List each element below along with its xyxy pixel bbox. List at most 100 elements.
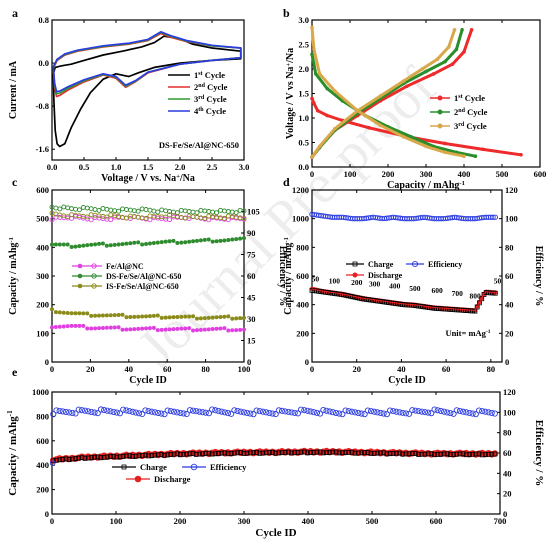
efficiency-point [377, 409, 384, 416]
capacity-point [171, 327, 176, 332]
legend-marker-c [77, 273, 83, 279]
efficiency-point [367, 408, 375, 415]
discharge-point [424, 144, 428, 149]
charge-point [247, 450, 253, 456]
efficiency-point [56, 407, 63, 414]
legend-marker-b [437, 109, 443, 115]
y-tick-label: 3.0 [298, 15, 309, 25]
capacity-point [57, 310, 62, 315]
capacity-point [140, 326, 145, 331]
charge-point [117, 454, 123, 460]
efficiency-point [123, 407, 130, 414]
capacity-point [49, 325, 54, 330]
charge-point [95, 454, 101, 460]
capacity-point [89, 326, 94, 331]
legend-marker-b [437, 123, 443, 129]
efficiency-point [136, 410, 143, 417]
x-tick-label: 0 [310, 364, 314, 374]
capacity-point [210, 327, 215, 332]
x-tick-label: 20 [352, 364, 361, 374]
y-axis-title-d: Capacity / mAhg-1 [283, 237, 295, 315]
efficiency-point [84, 214, 90, 220]
x-tick-label: 300 [238, 516, 251, 526]
efficiency-point [282, 408, 289, 415]
capacity-point [116, 312, 121, 317]
capacity-point [159, 315, 164, 320]
capacity-point [132, 314, 137, 319]
charge-point [438, 451, 444, 457]
efficiency-point [225, 209, 231, 214]
efficiency-point [390, 408, 397, 415]
charge-point [476, 451, 482, 457]
charge-point [162, 452, 167, 458]
efficiency-point [291, 409, 298, 416]
efficiency-point [444, 409, 451, 416]
discharge-point [312, 101, 316, 106]
efficiency-point [259, 408, 267, 415]
y-tick-label-right: 120 [505, 185, 518, 195]
legend-marker-d [411, 260, 419, 268]
capacity-point [69, 245, 74, 250]
y-tick-label: 600 [296, 271, 309, 281]
x-tick-label: 3.0 [239, 162, 250, 172]
efficiency-point [313, 409, 321, 416]
efficiency-point [164, 407, 171, 414]
efficiency-point [456, 407, 463, 415]
y-axis-title-d-main: Capacity / mAhg [283, 243, 294, 315]
x-tick-label: 0 [310, 169, 314, 179]
capacity-point [57, 242, 62, 247]
charge-point [114, 454, 120, 460]
efficiency-point [57, 212, 63, 218]
x-axis-title-b-main: Capacity / mAhg [387, 180, 459, 191]
y-tick-label-right: 60 [503, 448, 512, 458]
capacity-point [53, 242, 58, 247]
charge-point [69, 456, 75, 462]
capacity-point [230, 316, 235, 321]
efficiency-point [415, 408, 422, 415]
capacity-point [194, 328, 199, 333]
y-axis-title-b-tail: /Na [285, 48, 296, 64]
charge-point [216, 451, 221, 456]
efficiency-point [167, 408, 174, 415]
efficiency-point [88, 408, 95, 415]
efficiency-point [174, 210, 180, 216]
x-axis-title-c: Cycle ID [129, 375, 167, 386]
rate-label: 300 [369, 279, 381, 288]
capacity-point [226, 314, 231, 319]
charge-point [349, 449, 355, 455]
capacity-point [61, 324, 66, 329]
capacity-point [73, 311, 78, 316]
legend-num: 2 [194, 82, 198, 92]
efficiency-point [224, 410, 232, 417]
efficiency-point [72, 410, 79, 417]
panel-label-c: c [12, 175, 18, 189]
charge-point [73, 456, 78, 461]
charge-point [387, 451, 393, 457]
charge-point [60, 456, 66, 462]
efficiency-point [180, 410, 187, 417]
efficiency-point [358, 410, 365, 417]
efficiency-point [371, 408, 378, 415]
y-axis-title-right-d: Efficiency / % [533, 246, 544, 307]
efficiency-point [199, 409, 206, 416]
capacity-point [57, 324, 62, 329]
efficiency-point [177, 409, 184, 416]
discharge-point [401, 134, 406, 139]
efficiency-point [100, 205, 106, 211]
capacity-point [77, 244, 82, 249]
legend-rest: Cycle [205, 82, 228, 92]
legend-label-c: DS-Fe/Se/Al@NC-650 [106, 272, 181, 281]
efficiency-point [190, 214, 196, 220]
capacity-point [230, 237, 235, 242]
panel-label-b: b [283, 6, 290, 20]
efficiency-point [339, 411, 346, 418]
charge-point [127, 453, 132, 459]
capacity-point [147, 326, 152, 331]
y-axis-title-b-main: Voltage / V vs Na [285, 67, 296, 140]
capacity-point [206, 327, 211, 332]
charge-point [181, 451, 186, 457]
charge-point [254, 450, 260, 455]
capacity-point [65, 324, 70, 329]
efficiency-point [75, 406, 82, 413]
discharge-point [462, 154, 466, 159]
